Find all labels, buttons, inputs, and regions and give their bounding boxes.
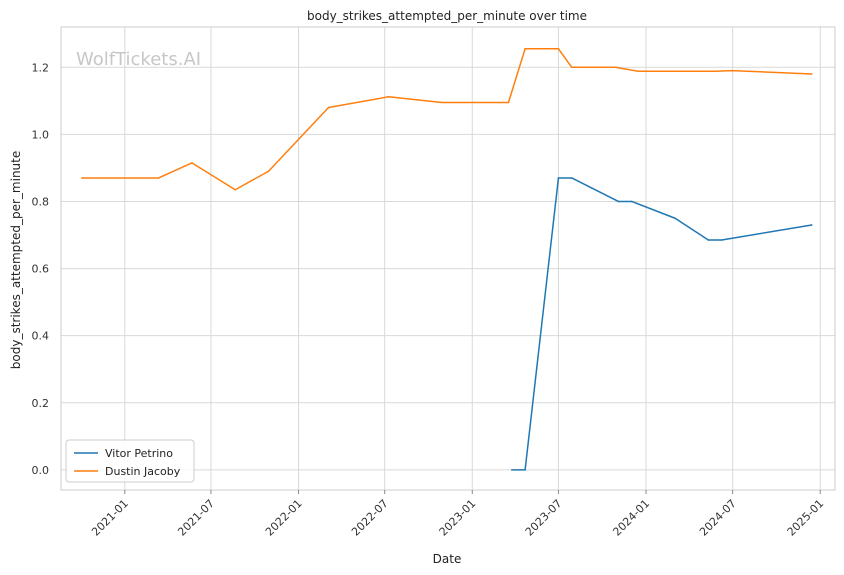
y-tick-label: 0.2 [32, 397, 50, 410]
data-point-dustin-jacoby [157, 177, 160, 179]
data-point-dustin-jacoby [441, 101, 443, 104]
data-point-vitor-petrino [617, 200, 620, 203]
data-point-vitor-petrino [524, 469, 526, 471]
data-point-dustin-jacoby [81, 177, 83, 179]
plot-frame [60, 26, 836, 491]
series-layer [81, 48, 813, 471]
data-point-dustin-jacoby [810, 73, 813, 75]
data-point-dustin-jacoby [234, 188, 237, 191]
data-point-vitor-petrino [707, 239, 710, 241]
data-point-vitor-petrino [674, 217, 676, 220]
legend-label-vitor-petrino: Vitor Petrino [105, 447, 173, 460]
data-point-dustin-jacoby [557, 48, 560, 50]
data-point-vitor-petrino [510, 469, 513, 471]
y-tick-label: 0.0 [32, 464, 50, 477]
data-point-dustin-jacoby [191, 162, 193, 164]
data-point-dustin-jacoby [524, 48, 526, 50]
data-point-vitor-petrino [720, 239, 723, 241]
series-line-vitor-petrino [511, 177, 812, 471]
data-point-vitor-petrino [810, 224, 813, 226]
chart-title: body_strikes_attempted_per_minute over t… [307, 9, 587, 23]
data-point-dustin-jacoby [507, 101, 510, 104]
y-tick-label: 0.8 [32, 195, 50, 208]
y-tick-labels: 0.0 0.2 0.4 0.6 0.8 1.0 1.2 [32, 61, 50, 477]
legend: Vitor Petrino Dustin Jacoby [65, 439, 195, 483]
grid [61, 27, 835, 490]
y-tick-label: 0.4 [32, 330, 50, 343]
data-point-vitor-petrino [570, 177, 573, 179]
y-tick-label: 0.6 [32, 263, 50, 276]
data-point-vitor-petrino [557, 177, 560, 179]
data-point-dustin-jacoby [637, 70, 640, 73]
watermark: WolfTickets.AI [76, 49, 201, 70]
x-axis-label: Date [433, 552, 462, 566]
data-point-dustin-jacoby [714, 70, 716, 73]
data-point-dustin-jacoby [387, 95, 390, 98]
y-tick-label: 1.2 [32, 61, 50, 74]
data-point-dustin-jacoby [614, 66, 616, 69]
y-tick-label: 1.0 [32, 128, 50, 141]
data-point-dustin-jacoby [730, 69, 733, 72]
legend-label-dustin-jacoby: Dustin Jacoby [105, 465, 181, 478]
data-point-dustin-jacoby [327, 106, 330, 109]
data-point-dustin-jacoby [570, 66, 573, 69]
data-point-dustin-jacoby [267, 170, 270, 173]
y-axis-label: body_strikes_attempted_per_minute [9, 151, 23, 369]
data-point-vitor-petrino [630, 200, 633, 203]
